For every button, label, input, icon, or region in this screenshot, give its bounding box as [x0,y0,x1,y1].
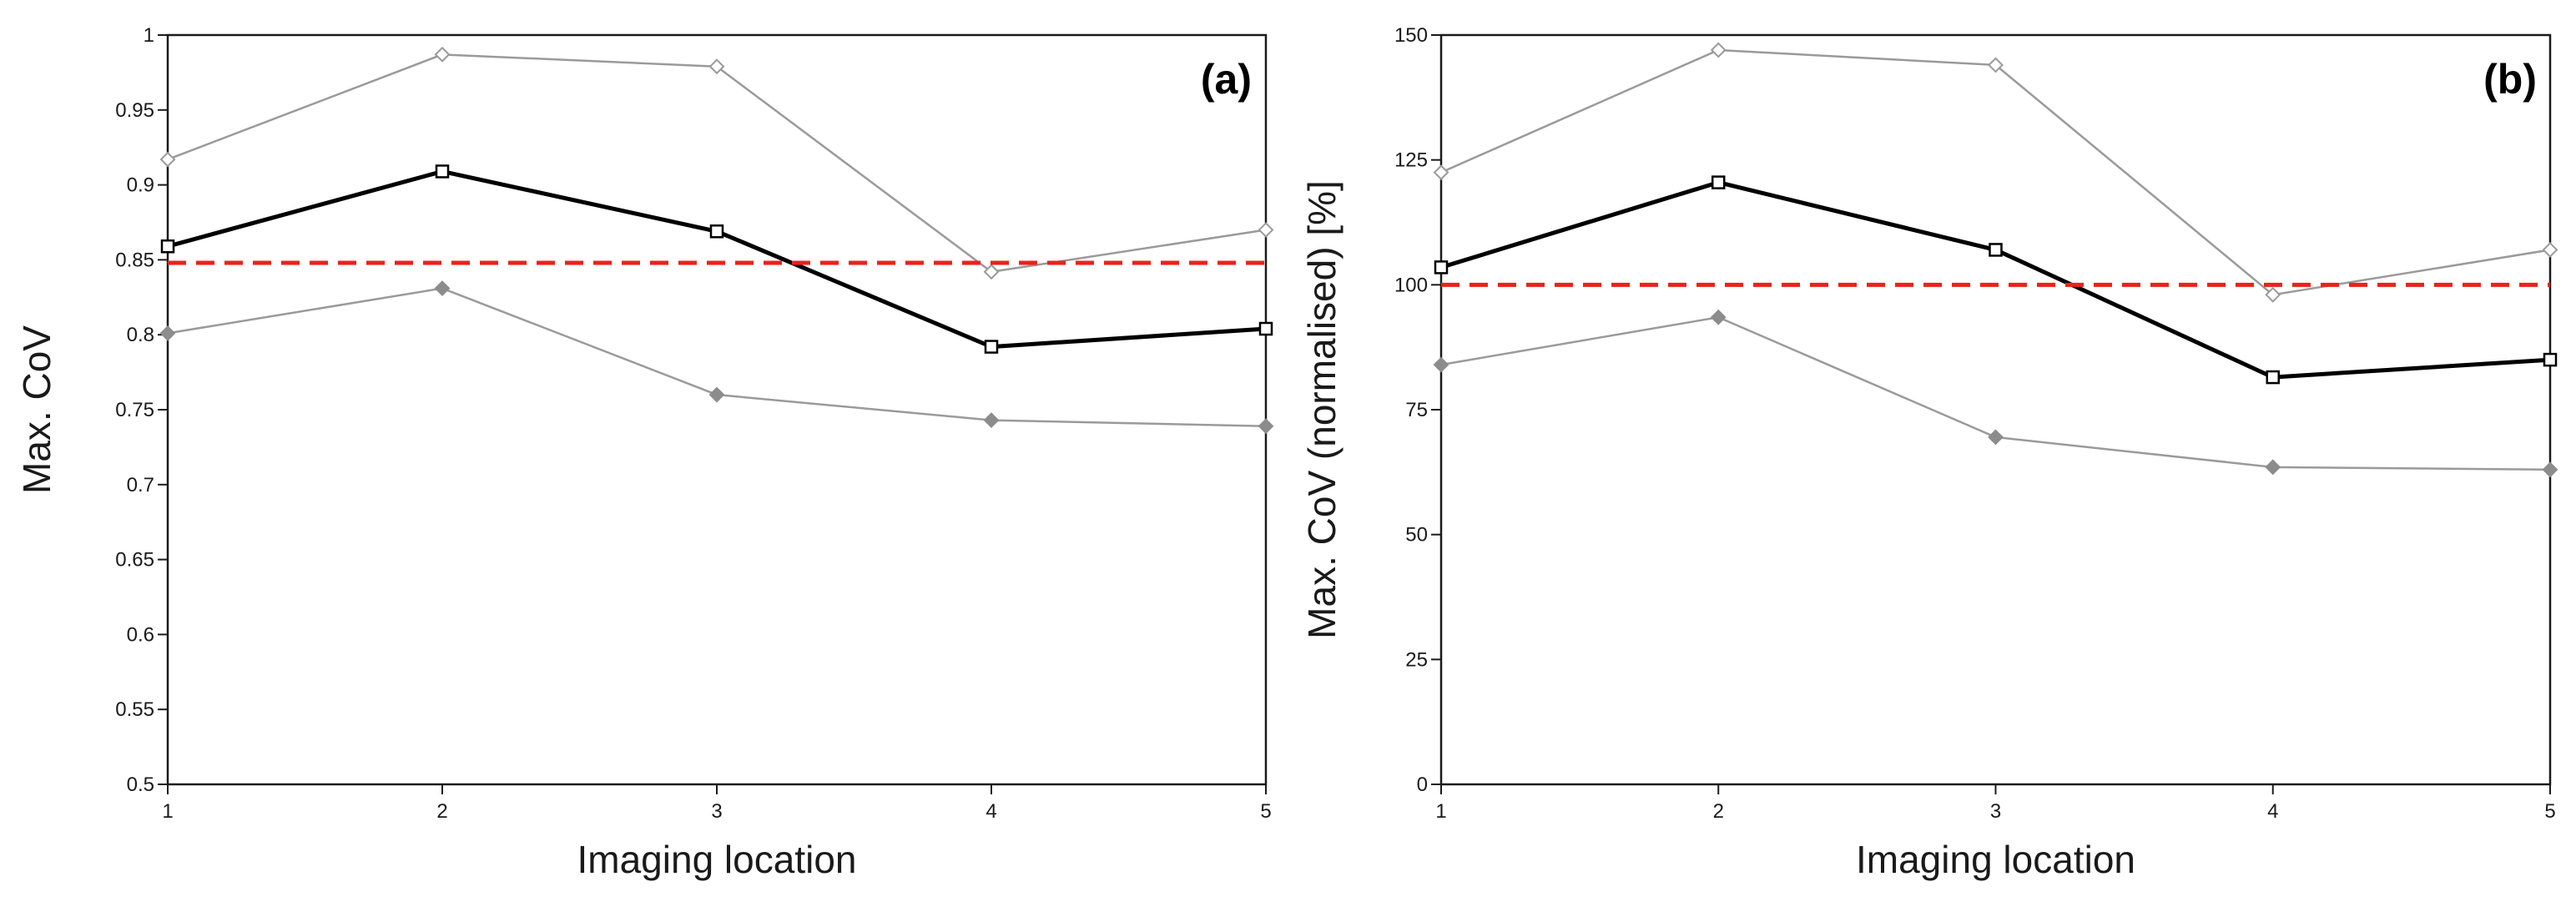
x-tick-label: 4 [2267,800,2278,823]
data-point-mean [435,164,450,179]
y-axis-title: Max. CoV [15,325,58,494]
data-point-upper [1433,164,1449,181]
y-tick-label: 0.75 [115,399,154,421]
data-point-upper [708,58,725,75]
plot-frame [1439,33,2552,786]
y-tick-label: 0.55 [115,698,154,721]
y-tick-label: 0.7 [127,474,154,496]
data-point-upper [1710,42,1727,58]
data-point-mean [2543,352,2558,367]
data-point-lower [1710,309,1727,325]
data-point-lower [159,325,176,341]
x-tick-label: 3 [1990,800,2001,823]
y-tick-label: 25 [1405,648,1428,671]
data-point-mean [160,239,175,254]
x-axis-title: Imaging location [1856,838,2135,881]
chart-panel-a: 0.5 0.55 0.6 0.65 0.7 0.75 0.8 0.85 0.9 0.95 1 1 2 3 4… [15,24,1274,881]
data-point-lower [1258,418,1274,435]
y-tick-label: 0.85 [115,249,154,271]
y-tick-label: 0 [1417,773,1428,796]
chart-panel-b: 0 25 50 75 100 125 150 1 2 3 4 5 Imaging location Max… [1300,24,2558,881]
y-tick-label: 0.9 [127,174,154,197]
x-tick-label: 3 [711,800,722,823]
data-point-mean [709,224,724,239]
data-point-mean [1434,260,1449,275]
x-tick-label: 5 [2544,800,2555,823]
plot-frame [166,33,1268,786]
x-tick-label: 2 [436,800,447,823]
y-tick-label: 50 [1405,524,1428,547]
data-point-lower [2265,459,2281,476]
data-point-upper [434,46,451,63]
data-point-upper [2265,286,2281,303]
data-point-lower [2542,461,2558,478]
series-line-lower [1440,315,2551,471]
y-tick-label: 100 [1394,274,1428,296]
y-tick-label: 150 [1394,24,1428,47]
x-tick-label: 1 [1435,800,1446,823]
data-point-lower [1433,356,1449,373]
data-point-upper [983,264,1000,280]
data-point-mean [1711,175,1726,189]
data-point-mean [1258,321,1273,336]
panel-label: (a) [1201,56,1252,103]
y-tick-label: 0.8 [127,324,154,346]
data-point-lower [983,412,1000,428]
x-tick-label: 4 [986,800,996,823]
series-line-upper [167,53,1267,274]
data-point-mean [984,340,999,354]
series-line-mean [1440,180,2551,380]
series-line-lower [167,287,1267,428]
panel-label: (b) [2483,56,2537,103]
y-axis-title: Max. CoV (normalised) [%] [1300,180,1343,639]
y-tick-label: 0.95 [115,99,154,122]
data-point-upper [159,151,176,168]
y-tick-label: 0.65 [115,549,154,572]
data-point-upper [1988,57,2004,73]
y-tick-label: 0.6 [127,623,154,646]
series-line-upper [1440,48,2551,296]
series-line-mean [167,169,1267,350]
y-tick-label: 0.5 [127,773,154,796]
x-axis-title: Imaging location [577,838,857,881]
x-tick-label: 2 [1713,800,1724,823]
x-tick-label: 1 [162,800,173,823]
y-tick-label: 125 [1394,149,1428,172]
data-point-mean [2266,370,2280,385]
y-tick-label: 75 [1405,399,1428,421]
y-tick-label: 1 [144,24,154,47]
data-point-mean [1989,243,2003,257]
x-tick-label: 5 [1260,800,1271,823]
data-point-lower [434,280,451,296]
data-point-upper [2542,242,2558,258]
data-point-lower [1988,429,2004,446]
data-point-upper [1258,222,1274,238]
data-point-lower [708,386,725,403]
